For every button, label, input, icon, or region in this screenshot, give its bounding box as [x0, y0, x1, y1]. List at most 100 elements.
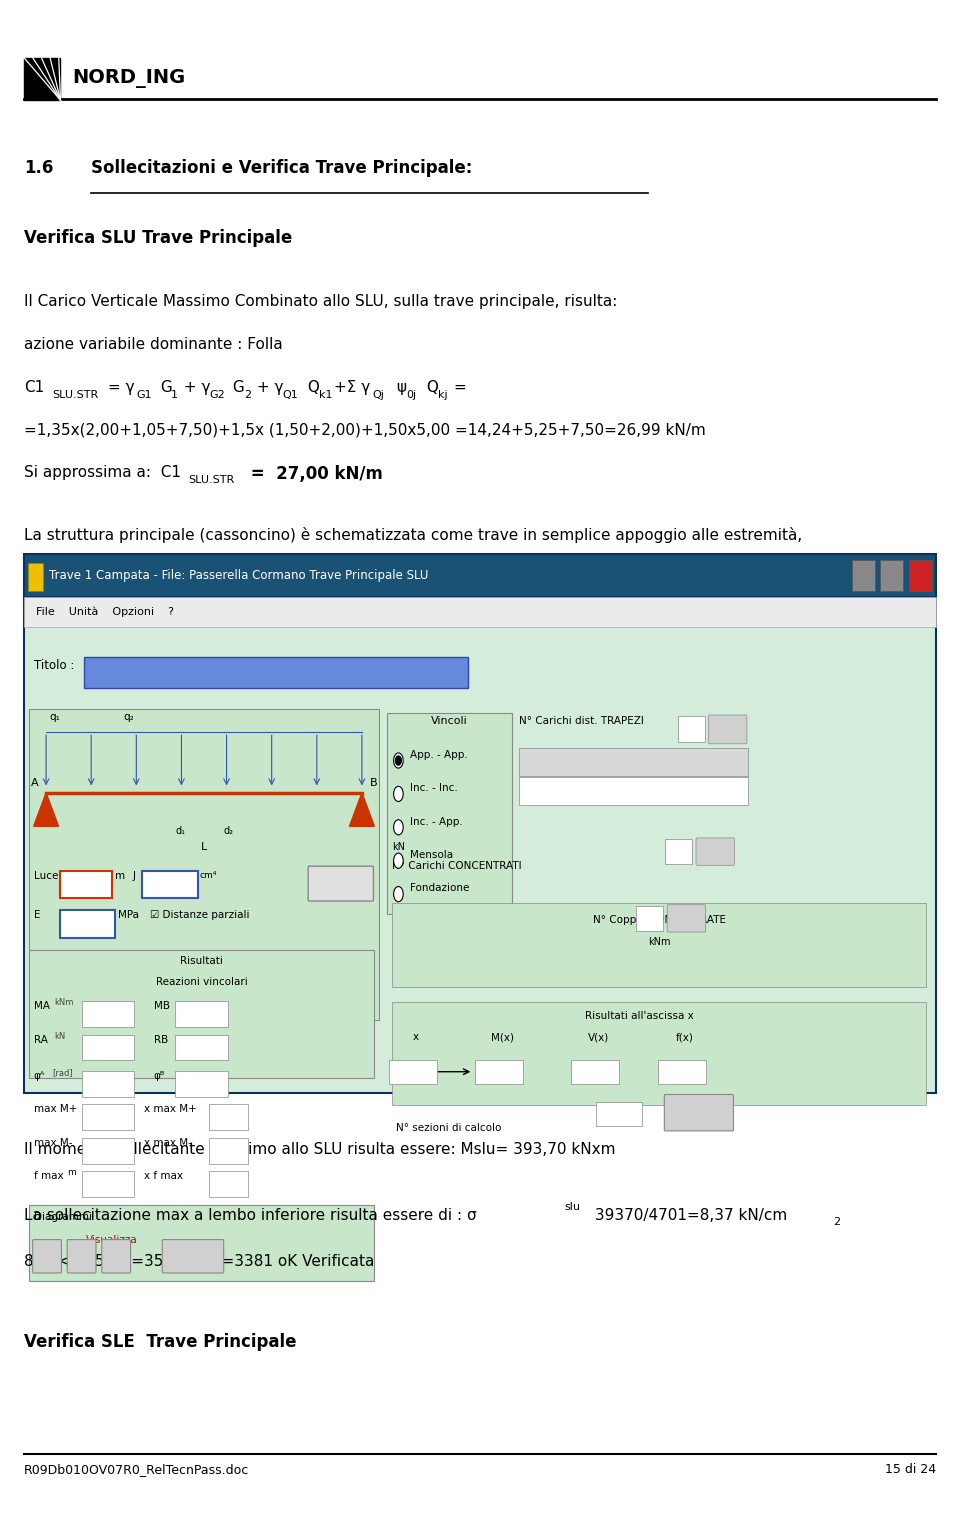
FancyBboxPatch shape [665, 839, 692, 864]
Text: Visualizza: Visualizza [86, 1236, 138, 1245]
Text: N° Coppie CONCENTRATE: N° Coppie CONCENTRATE [592, 915, 726, 926]
FancyBboxPatch shape [29, 950, 374, 1078]
Text: 27: 27 [621, 785, 635, 794]
FancyBboxPatch shape [82, 1105, 134, 1131]
Text: Diagrammi: Diagrammi [34, 1213, 91, 1222]
Text: azione variabile dominante : Folla: azione variabile dominante : Folla [24, 337, 283, 352]
Text: La struttura principale (cassoncino) è schematizzata come trave in semplice appo: La struttura principale (cassoncino) è s… [24, 527, 803, 543]
FancyBboxPatch shape [308, 867, 373, 902]
Text: SLU.STR: SLU.STR [52, 390, 98, 401]
Text: 100: 100 [610, 1110, 629, 1119]
Text: 1: 1 [171, 390, 178, 401]
Circle shape [396, 756, 401, 765]
Circle shape [394, 853, 403, 868]
FancyBboxPatch shape [678, 716, 705, 742]
FancyBboxPatch shape [696, 838, 734, 865]
Polygon shape [349, 792, 374, 826]
Text: 1: 1 [535, 785, 540, 794]
Circle shape [394, 820, 403, 835]
Text: Trave 1 Campata - File: Passerella Cormano Trave Principale SLU: Trave 1 Campata - File: Passerella Corma… [49, 569, 428, 581]
Text: N° Carichi dist. TRAPEZI: N° Carichi dist. TRAPEZI [519, 716, 644, 727]
Text: 0: 0 [499, 1067, 505, 1076]
Text: +Σ γ: +Σ γ [334, 380, 371, 395]
Text: k1: k1 [319, 390, 332, 401]
FancyBboxPatch shape [658, 1060, 706, 1084]
Text: SLU.STR: SLU.STR [188, 475, 234, 486]
Text: J: J [132, 871, 135, 880]
Text: kj: kj [438, 390, 447, 401]
Text: Si approssima a:  C1: Si approssima a: C1 [24, 465, 181, 480]
FancyBboxPatch shape [33, 1240, 61, 1274]
Text: 2: 2 [833, 1217, 840, 1228]
Text: B: B [370, 779, 377, 788]
Text: Calcola: Calcola [680, 1108, 718, 1117]
FancyBboxPatch shape [84, 657, 468, 688]
Text: 0: 0 [198, 1009, 204, 1019]
Text: N° Carichi CONCENTRATI: N° Carichi CONCENTRATI [392, 861, 521, 871]
FancyBboxPatch shape [519, 777, 748, 805]
Text: ☑ Distanze parziali: ☑ Distanze parziali [150, 911, 250, 920]
FancyBboxPatch shape [162, 1240, 224, 1274]
Text: G: G [228, 380, 245, 395]
Text: =: = [453, 380, 466, 395]
Text: 2: 2 [244, 390, 251, 401]
Text: 0: 0 [682, 1067, 687, 1076]
FancyBboxPatch shape [142, 871, 198, 899]
Text: kNm: kNm [648, 937, 670, 947]
FancyBboxPatch shape [596, 1102, 642, 1126]
Text: d₂: d₂ [223, 826, 233, 836]
Text: + γ: + γ [179, 380, 210, 395]
FancyBboxPatch shape [82, 1035, 134, 1061]
Text: Mensola: Mensola [410, 850, 453, 861]
Text: 0: 0 [676, 847, 682, 856]
Text: NORD_ING: NORD_ING [72, 70, 185, 88]
Text: Zoom: Zoom [713, 724, 742, 733]
FancyBboxPatch shape [82, 1002, 134, 1028]
FancyBboxPatch shape [664, 1094, 733, 1131]
Text: Zoom: Zoom [701, 847, 730, 856]
Text: Il Carico Verticale Massimo Combinato allo SLU, sulla trave principale, risulta:: Il Carico Verticale Massimo Combinato al… [24, 294, 617, 310]
FancyBboxPatch shape [392, 903, 926, 987]
Text: [rad]: [rad] [52, 1069, 72, 1078]
Text: 0,003728: 0,003728 [84, 1079, 132, 1088]
Text: q1: q1 [574, 757, 586, 767]
FancyBboxPatch shape [389, 1060, 437, 1084]
FancyBboxPatch shape [24, 597, 936, 627]
Text: MPa: MPa [118, 911, 139, 920]
Text: q₂: q₂ [123, 712, 133, 721]
Text: RA: RA [34, 1035, 47, 1044]
Text: Stampa: Stampa [173, 1251, 213, 1261]
Text: 15 di 24: 15 di 24 [885, 1463, 936, 1477]
Text: x: x [413, 1032, 419, 1043]
Text: = γ: = γ [108, 380, 135, 395]
Text: 837 < 3550/Ψ=3550/1,05=3381 oK Verificata: 837 < 3550/Ψ=3550/1,05=3381 oK Verificat… [24, 1254, 374, 1269]
Text: Passerella Cormano Trave Principale SLU: Passerella Cormano Trave Principale SLU [89, 668, 315, 677]
Text: V: V [78, 1251, 85, 1261]
FancyBboxPatch shape [852, 560, 875, 591]
FancyBboxPatch shape [209, 1138, 248, 1164]
Text: MB: MB [154, 1002, 170, 1011]
Text: 39370/4701=8,37 kN/cm: 39370/4701=8,37 kN/cm [590, 1208, 787, 1224]
Text: kN: kN [54, 1032, 65, 1041]
Text: Sollecitazioni e Verifica Trave Principale:: Sollecitazioni e Verifica Trave Principa… [91, 159, 472, 178]
Text: Q: Q [303, 380, 321, 395]
Text: N° sezioni di calcolo: N° sezioni di calcolo [396, 1123, 502, 1134]
Text: 210.000: 210.000 [66, 918, 108, 929]
Text: L: L [201, 841, 207, 852]
Text: φᴬ: φᴬ [34, 1072, 45, 1081]
Text: App. - App.: App. - App. [410, 750, 468, 761]
Text: q2: q2 [622, 757, 634, 767]
FancyBboxPatch shape [60, 911, 115, 938]
Text: + γ: + γ [252, 380, 283, 395]
Text: C1: C1 [24, 380, 44, 395]
FancyBboxPatch shape [636, 906, 663, 931]
Text: d2: d2 [718, 757, 730, 767]
FancyBboxPatch shape [909, 560, 932, 591]
Text: RB: RB [154, 1035, 168, 1044]
Text: 145,8: 145,8 [583, 1067, 613, 1076]
Text: x f max: x f max [144, 1172, 183, 1181]
FancyBboxPatch shape [708, 715, 747, 744]
Text: Q1: Q1 [282, 390, 298, 401]
Text: M: M [42, 1251, 52, 1261]
Text: kN/m: kN/m [718, 727, 743, 738]
